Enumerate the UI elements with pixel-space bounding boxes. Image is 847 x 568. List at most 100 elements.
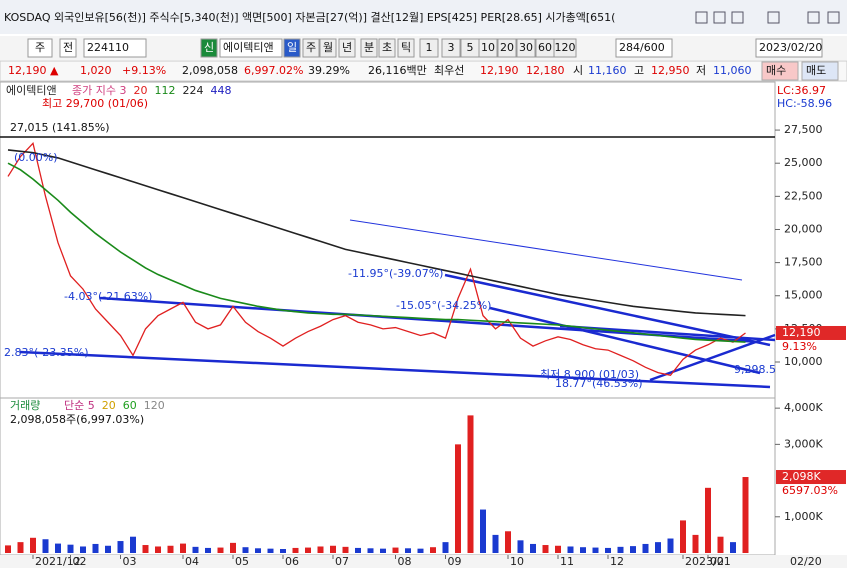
- toolbar-button[interactable]: [419, 38, 439, 58]
- toolbar-label[interactable]: 일: [287, 40, 297, 54]
- toolbar-button[interactable]: [200, 38, 218, 58]
- quote-field[interactable]: 매도: [806, 64, 826, 77]
- order-button[interactable]: [761, 61, 799, 81]
- toolbar-button[interactable]: [27, 38, 53, 58]
- volume-bar: [130, 536, 136, 553]
- annotation: -4.03°(-21.63%): [64, 290, 152, 303]
- toolbar-button[interactable]: [83, 38, 147, 58]
- quote-field: 2,098,058: [182, 64, 238, 77]
- toolbar-button[interactable]: [319, 38, 337, 58]
- volume-bar: [280, 549, 286, 553]
- volume-bar: [667, 538, 674, 553]
- x-tick-label: 2021/12: [35, 555, 81, 568]
- toolbar-button[interactable]: [755, 38, 823, 58]
- toolbar-button[interactable]: [283, 38, 301, 58]
- toolbar-label[interactable]: 3: [448, 41, 455, 54]
- volume-bar: [317, 546, 324, 553]
- quote-field[interactable]: 매수: [766, 64, 786, 77]
- toolbar-button[interactable]: [497, 38, 517, 58]
- volume-bar: [705, 487, 711, 553]
- order-button[interactable]: [801, 61, 839, 81]
- volume-bar: [92, 543, 99, 553]
- toolbar-button[interactable]: [360, 38, 378, 58]
- toolbar-label[interactable]: 월: [323, 41, 333, 54]
- toolbar-label[interactable]: 5: [467, 41, 474, 54]
- volume-bar: [492, 534, 499, 553]
- toolbar-label[interactable]: 60: [538, 41, 552, 54]
- toolbar-label[interactable]: 전: [63, 41, 73, 54]
- legend-entry: 224: [182, 84, 203, 97]
- toolbar-button[interactable]: [441, 38, 461, 58]
- volume-bar: [67, 544, 74, 553]
- toolbar-label[interactable]: 분: [364, 41, 374, 54]
- x-end-label: 02/20: [790, 555, 822, 568]
- quote-field: 12,950: [651, 64, 690, 77]
- toolbar-button[interactable]: [59, 38, 77, 58]
- toolbar-label[interactable]: 10: [481, 41, 495, 54]
- toolbar-label[interactable]: 120: [555, 41, 576, 54]
- moving-average: [7, 149, 746, 317]
- volume-bar: [342, 546, 349, 553]
- volume-bar: [555, 545, 561, 553]
- volume-bar: [142, 545, 149, 553]
- toolbar-button[interactable]: [516, 38, 536, 58]
- toolbar-button[interactable]: [338, 38, 356, 58]
- toolbar-button[interactable]: [302, 38, 320, 58]
- quote-field: 12,190: [480, 64, 519, 77]
- chart-title: 에이텍티앤: [6, 84, 57, 97]
- price-tag: [776, 325, 846, 340]
- annotation: 9,298.5: [734, 363, 776, 376]
- x-tick-label: 08: [398, 555, 412, 568]
- x-tick-label: 06: [285, 555, 299, 568]
- y-tick-label: 10,000: [784, 355, 823, 368]
- volume-bar: [105, 545, 111, 553]
- toolbar-label[interactable]: 2023/02/20: [759, 41, 822, 54]
- toolbar-label[interactable]: 틱: [401, 41, 411, 54]
- quote-field: 26,116백만: [368, 64, 427, 77]
- volume-bar: [367, 548, 374, 553]
- volume-bar: [442, 542, 449, 553]
- annotation: 최저 8,900 (01/03): [540, 368, 639, 381]
- toolbar-label[interactable]: 1: [426, 41, 433, 54]
- legend-entry: 단순 5: [64, 399, 95, 412]
- toolbar-label[interactable]: 30: [519, 41, 533, 54]
- x-tick-label: 05: [235, 555, 249, 568]
- toolbar-button[interactable]: [378, 38, 396, 58]
- toolbar-button[interactable]: [478, 38, 498, 58]
- toolbar-label[interactable]: 신: [204, 41, 214, 54]
- x-tick-label: 04: [185, 555, 199, 568]
- volume-bar: [17, 542, 24, 553]
- volume-bar: [505, 531, 511, 553]
- volume-bar: [730, 542, 736, 553]
- quote-field: 시: [573, 64, 583, 77]
- legend-entry: 종가 지수 3: [72, 84, 126, 97]
- volume-bar: [42, 539, 49, 553]
- y-tick-label: 25,000: [784, 156, 823, 169]
- toolbar-button[interactable]: [553, 38, 577, 58]
- toolbar-label[interactable]: 초: [382, 41, 392, 54]
- volume-bar: [430, 547, 436, 553]
- quote-field: 고: [634, 64, 644, 77]
- volume-bar: [155, 546, 161, 553]
- x-tick-label: 02: [73, 555, 87, 568]
- toolbar-button[interactable]: [397, 38, 415, 58]
- toolbar-label[interactable]: 20: [500, 41, 514, 54]
- quote-field: 11,060: [713, 64, 752, 77]
- legend-entry: 112: [154, 84, 175, 97]
- toolbar-label[interactable]: 주: [35, 41, 45, 54]
- toolbar-label[interactable]: 년: [342, 41, 352, 54]
- toolbar-button[interactable]: [219, 38, 283, 58]
- volume-bar: [292, 547, 299, 553]
- toolbar-label[interactable]: 224110: [87, 41, 129, 54]
- volume-bar: [255, 548, 261, 553]
- volume-tag-label: 2,098K: [782, 470, 821, 483]
- annotation: -11.95°(-39.07%): [348, 267, 443, 280]
- toolbar-label[interactable]: 284/600: [619, 41, 665, 54]
- x-tick-label: 12: [610, 555, 624, 568]
- volume-bar: [617, 546, 624, 553]
- toolbar-label[interactable]: 에이텍티앤: [223, 41, 274, 54]
- volume-bar: [517, 540, 524, 553]
- toolbar-label[interactable]: 주: [306, 41, 316, 54]
- toolbar-button[interactable]: [615, 38, 673, 58]
